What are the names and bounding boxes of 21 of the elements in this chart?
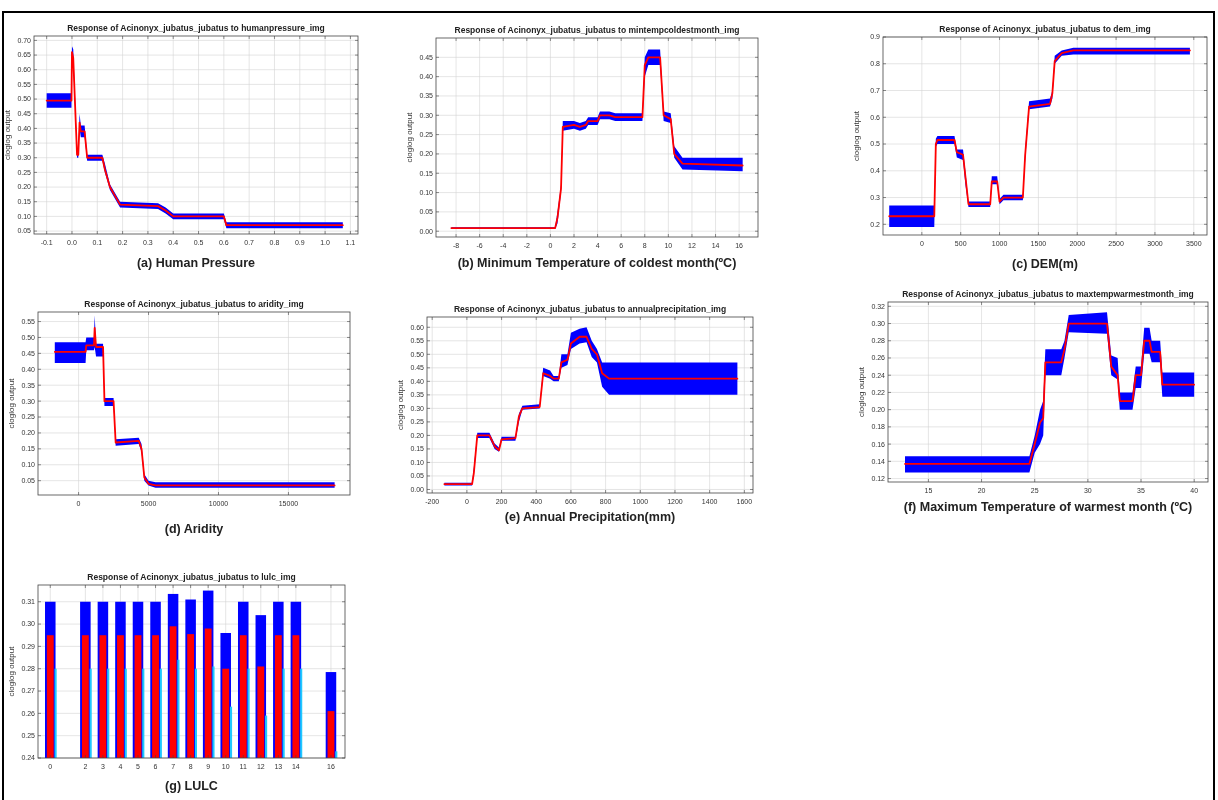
x-axis-title: (b) Minimum Temperature of coldest month(ºC) bbox=[457, 256, 737, 270]
y-axis-title: cloglog output bbox=[3, 109, 12, 160]
chart-title: Response of Acinonyx_jubatus_jubatus to humanpressure_img bbox=[67, 23, 325, 33]
chart-title: Response of Acinonyx_jubatus_jubatus to maxtempwarmestmonth_img bbox=[902, 289, 1194, 299]
chart-title: Response of Acinonyx_jubatus_jubatus to lulc_img bbox=[87, 572, 296, 582]
x-axis-title: (f) Maximum Temperature of warmest month (ºC) bbox=[903, 500, 1193, 514]
chart-title: Response of Acinonyx_jubatus_jubatus to dem_img bbox=[939, 24, 1151, 34]
y-axis-title: cloglog output bbox=[852, 110, 861, 161]
chart-title: Response of Acinonyx_jubatus_jubatus to annualprecipitation_img bbox=[453, 304, 727, 314]
x-axis-title: (d) Aridity bbox=[164, 522, 224, 536]
y-axis-title: cloglog output bbox=[7, 377, 16, 429]
x-axis-title: (g) LULC bbox=[165, 779, 218, 793]
x-axis-title: (c) DEM(m) bbox=[1012, 257, 1078, 271]
x-axis-title: (e) Annual Precipitation(mm) bbox=[504, 510, 676, 524]
y-axis-title: cloglog output bbox=[857, 366, 866, 417]
chart-title: Response of Acinonyx_jubatus_jubatus to aridity_img bbox=[84, 299, 304, 309]
y-axis-title: cloglog output bbox=[405, 111, 414, 163]
y-axis-title: cloglog output bbox=[7, 645, 16, 697]
y-axis-title: cloglog output bbox=[396, 379, 405, 430]
x-axis-title: (a) Human Pressure bbox=[136, 256, 256, 270]
chart-title: Response of Acinonyx_jubatus_jubatus to mintempcoldestmonth_img bbox=[454, 25, 740, 35]
